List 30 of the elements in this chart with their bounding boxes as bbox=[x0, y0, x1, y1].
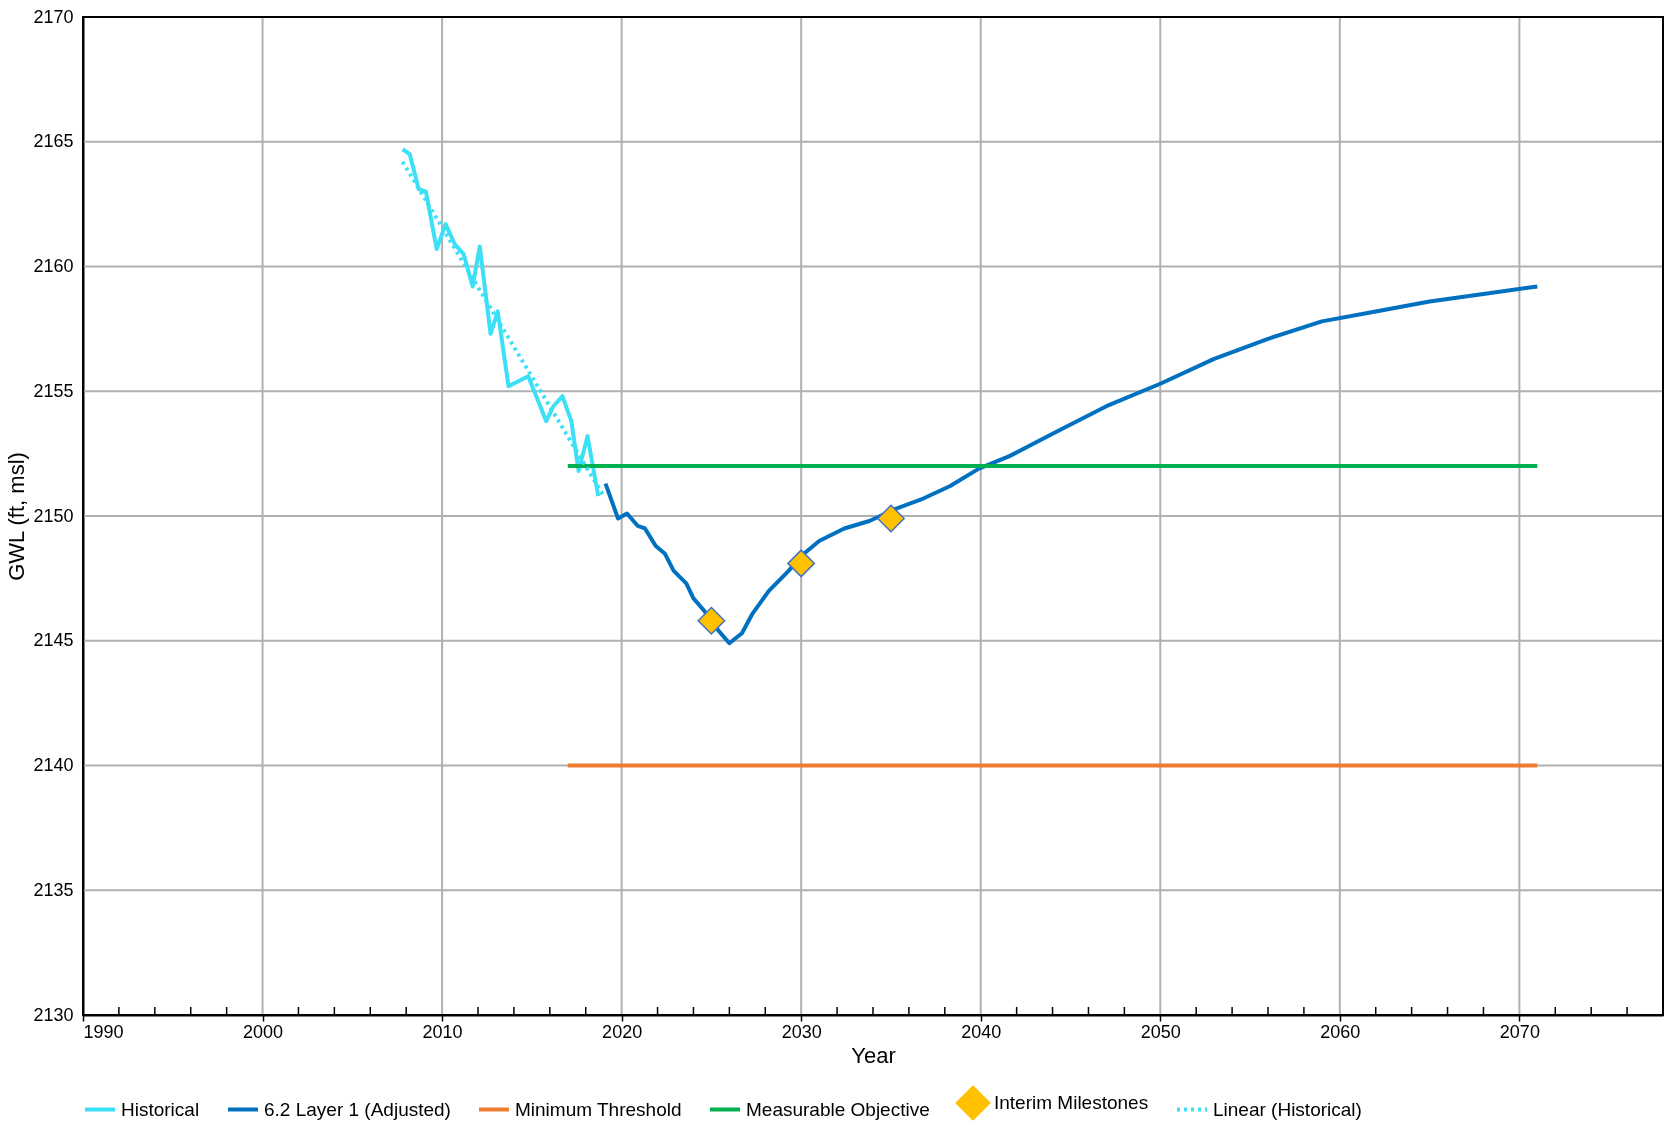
point bbox=[876, 504, 905, 533]
line-series bbox=[603, 284, 1540, 646]
x-tick-label: 2060 bbox=[1320, 1021, 1361, 1042]
legend-label: Historical bbox=[121, 1098, 200, 1120]
y-tick-label: 2145 bbox=[33, 630, 74, 651]
x-tick-label: 2070 bbox=[1499, 1021, 1540, 1042]
legend-label: 6.2 Layer 1 (Adjusted) bbox=[264, 1098, 451, 1120]
y-tick-label: 2135 bbox=[33, 879, 74, 900]
legend-label: Linear (Historical) bbox=[1213, 1098, 1362, 1120]
x-axis-title: Year bbox=[851, 1042, 896, 1068]
legend-label: Interim Milestones bbox=[994, 1092, 1149, 1113]
x-tick-label: 2010 bbox=[422, 1021, 463, 1042]
y-tick-label: 2155 bbox=[33, 380, 74, 401]
point bbox=[787, 549, 816, 578]
x-tick-label: 2030 bbox=[781, 1021, 822, 1042]
legend-label: Measurable Objective bbox=[746, 1098, 930, 1120]
x-tick-label: 2050 bbox=[1140, 1021, 1181, 1042]
y-tick-label: 2140 bbox=[33, 755, 74, 775]
x-tick-label: 2040 bbox=[961, 1021, 1002, 1042]
y-tick-label: 2170 bbox=[33, 6, 74, 27]
y-tick-label: 2160 bbox=[33, 256, 74, 276]
point bbox=[697, 606, 726, 635]
x-tick-label: 2020 bbox=[602, 1021, 643, 1042]
x-tick-label: 2000 bbox=[243, 1021, 284, 1042]
x-tick-label: 1990 bbox=[83, 1021, 124, 1042]
y-tick-label: 2150 bbox=[33, 505, 74, 526]
y-tick-label: 2165 bbox=[33, 131, 74, 152]
legend-label: Minimum Threshold bbox=[515, 1098, 682, 1120]
y-tick-label: 2130 bbox=[33, 1004, 74, 1025]
y-axis-title: GWL (ft, msl) bbox=[4, 452, 30, 581]
